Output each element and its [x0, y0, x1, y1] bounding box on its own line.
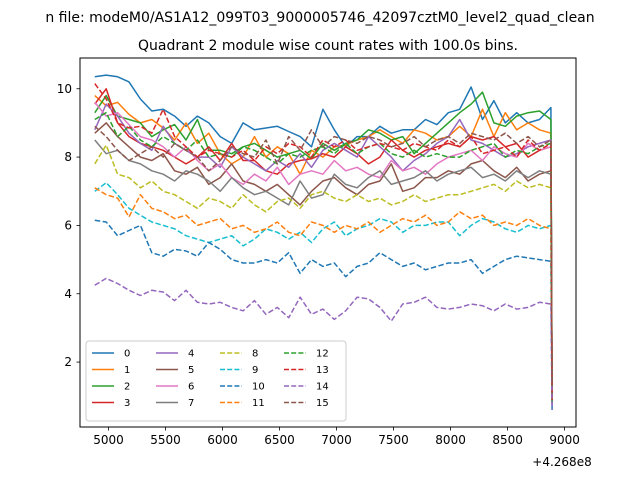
legend-label: 0	[124, 349, 130, 360]
legend-item-11: 11	[220, 398, 265, 409]
y-tick-label: 10	[57, 82, 72, 96]
series-line-10	[94, 219, 553, 393]
legend-item-12: 12	[284, 349, 329, 360]
legend-item-4: 4	[156, 349, 194, 360]
legend-box	[85, 340, 347, 422]
series-line-0	[94, 74, 553, 410]
x-tick-label: 8500	[492, 433, 523, 447]
series-line-12	[94, 111, 553, 404]
y-tick-label: 4	[64, 287, 72, 301]
legend-label: 3	[124, 398, 130, 409]
x-tick-label: 7000	[321, 433, 352, 447]
x-tick-label: 6500	[264, 433, 295, 447]
legend-label: 5	[188, 365, 194, 376]
legend-label: 9	[252, 365, 258, 376]
legend-item-13: 13	[284, 365, 329, 376]
series-line-6	[94, 101, 553, 400]
legend-label: 2	[124, 382, 130, 393]
chart-title: Quadrant 2 module wise count rates with …	[138, 38, 518, 54]
legend-label: 15	[316, 398, 329, 409]
legend-item-14: 14	[284, 382, 329, 393]
legend-item-3: 3	[92, 398, 130, 409]
x-tick-label: 9000	[549, 433, 580, 447]
x-tick-label: 5000	[93, 433, 124, 447]
legend-item-9: 9	[220, 365, 258, 376]
y-tick-label: 8	[64, 150, 72, 164]
series-line-13	[94, 83, 553, 400]
legend-label: 10	[252, 382, 265, 393]
legend-item-15: 15	[284, 398, 329, 409]
legend-item-1: 1	[92, 365, 130, 376]
legend-label: 7	[188, 398, 194, 409]
axes-frame	[79, 57, 577, 428]
series-lines	[94, 74, 553, 410]
legend-item-6: 6	[156, 382, 194, 393]
legend-label: 6	[188, 382, 194, 393]
series-line-5	[94, 122, 553, 400]
x-tick-label: 5500	[150, 433, 181, 447]
series-line-11	[94, 187, 553, 400]
legend-item-0: 0	[92, 349, 130, 360]
series-line-15	[94, 125, 553, 387]
series-line-14	[94, 277, 553, 410]
series-line-8	[94, 144, 553, 404]
legend-item-10: 10	[220, 382, 265, 393]
legend-item-2: 2	[92, 382, 130, 393]
legend-label: 13	[316, 365, 329, 376]
series-line-1	[94, 95, 553, 393]
x-tick-label: 6000	[207, 433, 238, 447]
x-offset-label: +4.268e8	[532, 455, 591, 469]
y-tick-label: 2	[64, 355, 72, 369]
x-tick-label: 8000	[435, 433, 466, 447]
series-line-9	[94, 181, 553, 404]
legend-label: 8	[252, 349, 258, 360]
y-tick-label: 6	[64, 218, 72, 232]
legend-label: 14	[316, 382, 329, 393]
figure-suptitle: n file: modeM0/AS1A12_099T03_9000005746_…	[45, 10, 594, 26]
legend-item-7: 7	[156, 398, 194, 409]
legend-item-8: 8	[220, 349, 258, 360]
legend-item-5: 5	[156, 365, 194, 376]
legend-label: 4	[188, 349, 194, 360]
axes: 5000 5500 6000 6500 7000 7500 8000 8500 9000 2 4 6 8…	[57, 82, 580, 447]
legend-label: 11	[252, 398, 265, 409]
legend-label: 12	[316, 349, 329, 360]
x-tick-label: 7500	[378, 433, 409, 447]
series-line-7	[94, 139, 553, 400]
legend-label: 1	[124, 365, 130, 376]
series-line-4	[94, 103, 553, 400]
